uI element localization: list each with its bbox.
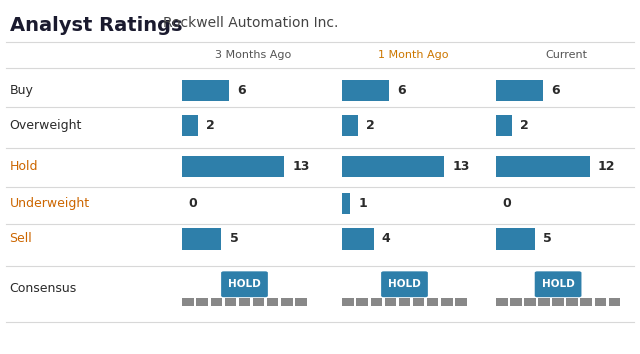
Text: HOLD: HOLD	[388, 279, 421, 289]
FancyBboxPatch shape	[381, 271, 428, 297]
Bar	[524, 297, 536, 307]
Bar	[182, 297, 194, 307]
Bar	[385, 297, 396, 307]
Bar	[552, 297, 564, 307]
Text: 13: 13	[452, 160, 470, 173]
Bar	[496, 156, 589, 177]
Text: Analyst Ratings: Analyst Ratings	[10, 16, 182, 35]
Bar	[496, 115, 511, 136]
Text: 13: 13	[292, 160, 310, 173]
Text: 1: 1	[358, 197, 367, 210]
Bar	[496, 297, 508, 307]
Bar	[413, 297, 424, 307]
Polygon shape	[552, 296, 564, 297]
Text: 6: 6	[397, 84, 406, 97]
Bar	[281, 297, 292, 307]
Bar	[182, 156, 284, 177]
Bar	[342, 297, 354, 307]
Bar	[371, 297, 382, 307]
Text: 12: 12	[598, 160, 616, 173]
Bar	[225, 297, 236, 307]
Bar	[580, 297, 592, 307]
Bar	[196, 297, 208, 307]
Bar	[595, 297, 606, 307]
Polygon shape	[398, 296, 411, 297]
Bar	[342, 193, 350, 214]
Bar	[609, 297, 620, 307]
Bar	[295, 297, 307, 307]
Bar	[510, 297, 522, 307]
Bar	[342, 115, 358, 136]
Bar	[182, 80, 229, 101]
Text: Consensus: Consensus	[10, 282, 77, 295]
Text: Underweight: Underweight	[10, 197, 90, 210]
Text: 2: 2	[206, 119, 215, 132]
Bar	[427, 297, 438, 307]
Text: Sell: Sell	[10, 233, 33, 245]
Bar	[211, 297, 222, 307]
Bar	[566, 297, 578, 307]
Bar	[441, 297, 452, 307]
Text: HOLD: HOLD	[228, 279, 261, 289]
Text: 6: 6	[551, 84, 560, 97]
Text: Current: Current	[545, 50, 588, 60]
Bar	[267, 297, 278, 307]
Bar	[342, 80, 389, 101]
Bar	[496, 228, 535, 250]
FancyBboxPatch shape	[535, 271, 582, 297]
Text: 0: 0	[189, 197, 198, 210]
Text: 5: 5	[230, 233, 239, 245]
FancyBboxPatch shape	[221, 271, 268, 297]
Bar	[342, 228, 374, 250]
Text: 2: 2	[366, 119, 375, 132]
Polygon shape	[238, 296, 251, 297]
Bar	[455, 297, 467, 307]
Text: 4: 4	[382, 233, 390, 245]
Bar	[538, 297, 550, 307]
Text: 6: 6	[237, 84, 246, 97]
Text: Buy: Buy	[10, 84, 33, 97]
Text: 5: 5	[543, 233, 552, 245]
Bar	[182, 228, 221, 250]
Bar	[496, 80, 543, 101]
Text: HOLD: HOLD	[541, 279, 575, 289]
Bar	[239, 297, 250, 307]
Text: 0: 0	[502, 197, 511, 210]
Bar	[356, 297, 368, 307]
Text: 3 Months Ago: 3 Months Ago	[214, 50, 291, 60]
Text: 2: 2	[520, 119, 529, 132]
Text: Hold: Hold	[10, 160, 38, 173]
Bar	[182, 115, 198, 136]
Bar	[253, 297, 264, 307]
Bar	[342, 156, 444, 177]
Text: Overweight: Overweight	[10, 119, 82, 132]
Bar	[399, 297, 410, 307]
Text: 1 Month Ago: 1 Month Ago	[378, 50, 448, 60]
Text: Rockwell Automation Inc.: Rockwell Automation Inc.	[163, 16, 339, 30]
